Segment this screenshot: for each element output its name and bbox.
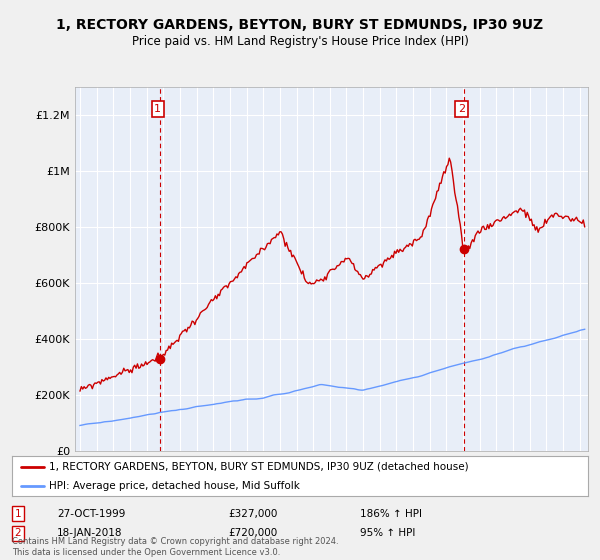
Text: 2: 2: [458, 104, 465, 114]
Text: £327,000: £327,000: [228, 508, 277, 519]
Text: 1, RECTORY GARDENS, BEYTON, BURY ST EDMUNDS, IP30 9UZ: 1, RECTORY GARDENS, BEYTON, BURY ST EDMU…: [56, 18, 544, 32]
Text: 1: 1: [154, 104, 161, 114]
Text: 18-JAN-2018: 18-JAN-2018: [57, 528, 122, 538]
Text: 95% ↑ HPI: 95% ↑ HPI: [360, 528, 415, 538]
Text: 27-OCT-1999: 27-OCT-1999: [57, 508, 125, 519]
Text: 186% ↑ HPI: 186% ↑ HPI: [360, 508, 422, 519]
Text: 1: 1: [14, 508, 22, 519]
Text: 1, RECTORY GARDENS, BEYTON, BURY ST EDMUNDS, IP30 9UZ (detached house): 1, RECTORY GARDENS, BEYTON, BURY ST EDMU…: [49, 462, 469, 472]
Text: Price paid vs. HM Land Registry's House Price Index (HPI): Price paid vs. HM Land Registry's House …: [131, 35, 469, 49]
Text: Contains HM Land Registry data © Crown copyright and database right 2024.
This d: Contains HM Land Registry data © Crown c…: [12, 537, 338, 557]
Text: HPI: Average price, detached house, Mid Suffolk: HPI: Average price, detached house, Mid …: [49, 481, 301, 491]
Text: £720,000: £720,000: [228, 528, 277, 538]
Text: 2: 2: [14, 528, 22, 538]
